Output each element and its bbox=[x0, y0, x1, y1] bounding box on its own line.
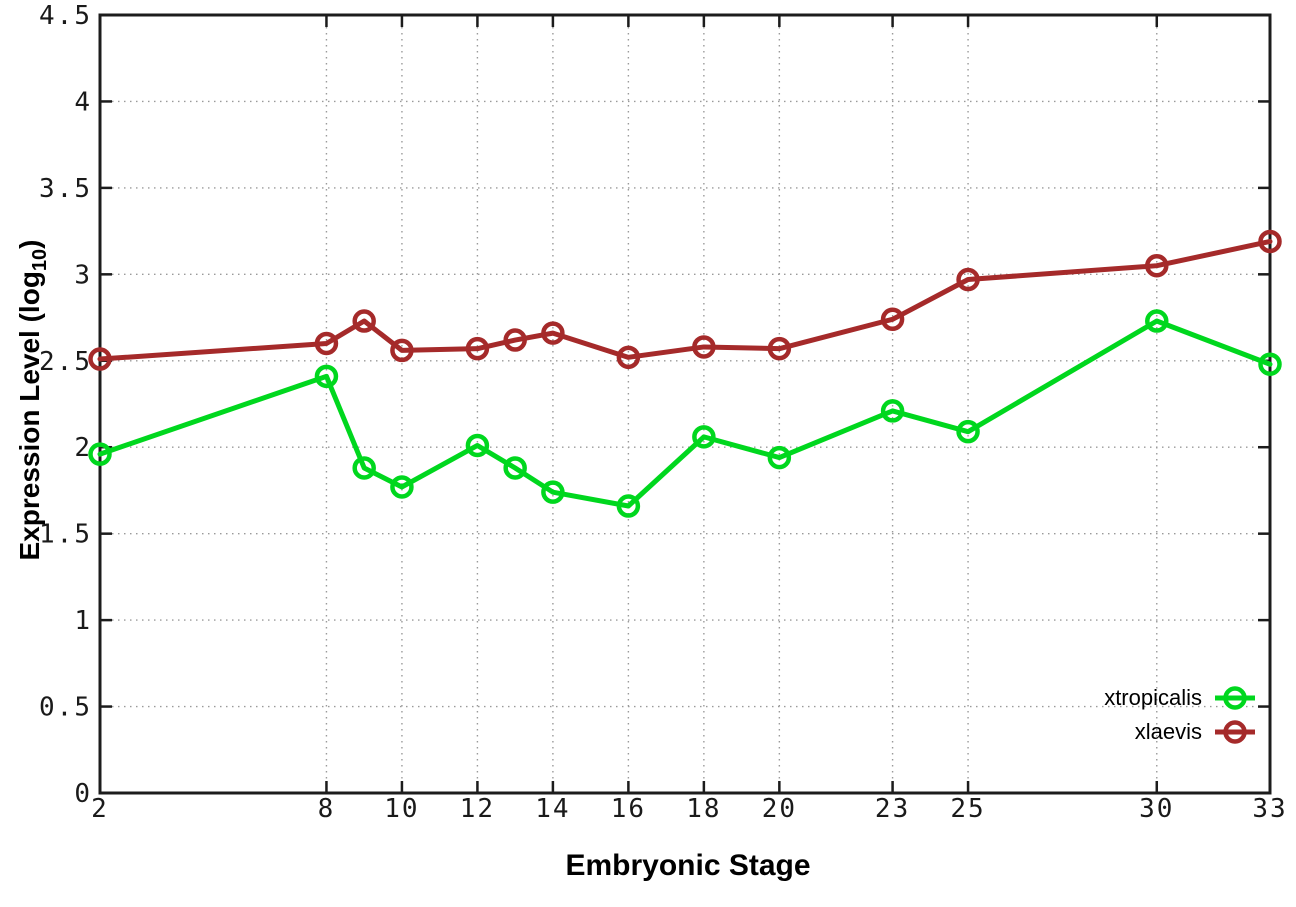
legend-entry-xtropicalis: xtropicalis bbox=[1104, 682, 1258, 713]
data-point-marker-xlaevis bbox=[390, 338, 414, 363]
x-tick-label: 10 bbox=[384, 794, 419, 824]
data-point-marker-xtropicalis bbox=[88, 442, 112, 466]
x-tick-label: 14 bbox=[535, 794, 570, 824]
data-point-marker-xlaevis bbox=[616, 345, 641, 370]
y-axis-title-suffix: ) bbox=[14, 239, 46, 249]
data-point-marker-xlaevis bbox=[880, 307, 905, 332]
legend-entry-xlaevis: xlaevis bbox=[1135, 716, 1258, 747]
y-tick-label: 2 bbox=[74, 433, 92, 463]
data-point-marker-xtropicalis bbox=[692, 425, 716, 449]
y-tick-label: 1.5 bbox=[39, 520, 92, 550]
x-axis-title: Embryonic Stage bbox=[565, 849, 811, 882]
data-point-marker-xtropicalis bbox=[1145, 309, 1169, 333]
y-axis-title-subscript: 10 bbox=[28, 248, 51, 272]
y-axis-title-text: Expression Level (log bbox=[14, 271, 46, 561]
legend-label-xtropicalis: xtropicalis bbox=[1104, 684, 1202, 710]
data-point-marker-xtropicalis bbox=[1258, 352, 1282, 376]
x-tick-label: 23 bbox=[875, 794, 910, 824]
data-point-marker-xtropicalis bbox=[390, 475, 414, 499]
data-point-marker-xtropicalis bbox=[352, 456, 376, 480]
data-point-marker-xlaevis bbox=[1258, 229, 1282, 254]
series-line-xlaevis bbox=[97, 238, 1273, 362]
x-tick-label: 18 bbox=[686, 794, 721, 824]
data-point-marker-xlaevis bbox=[767, 336, 792, 361]
data-point-marker-xlaevis bbox=[465, 336, 490, 361]
legend-sample-icon-xtropicalis bbox=[1215, 685, 1255, 710]
data-point-marker-xtropicalis bbox=[880, 399, 905, 423]
legend: xtropicalis xlaevis bbox=[1104, 682, 1258, 747]
legend-sample-icon-xlaevis bbox=[1215, 719, 1255, 744]
data-point-marker-xtropicalis bbox=[767, 445, 792, 470]
data-point-marker-xlaevis bbox=[88, 347, 112, 371]
y-tick-label: 2.5 bbox=[39, 347, 92, 377]
series-line-xtropicalis bbox=[97, 318, 1273, 509]
plot-border bbox=[98, 13, 1272, 795]
x-tick-label: 25 bbox=[950, 794, 985, 824]
x-tick-label: 2 bbox=[91, 794, 109, 824]
y-tick-label: 0.5 bbox=[39, 693, 92, 723]
data-point-marker-xlaevis bbox=[1145, 253, 1169, 278]
data-point-marker-xlaevis bbox=[352, 309, 376, 333]
data-point-marker-xlaevis bbox=[503, 328, 527, 352]
x-tick-label: 33 bbox=[1252, 794, 1287, 824]
data-point-marker-xlaevis bbox=[692, 335, 716, 359]
legend-label-xlaevis: xlaevis bbox=[1134, 718, 1202, 744]
x-tick-label: 8 bbox=[318, 794, 336, 824]
y-axis-title: Expression Level (log10) bbox=[14, 240, 52, 561]
data-point-marker-xtropicalis bbox=[616, 494, 641, 518]
x-tick-label: 20 bbox=[762, 794, 797, 824]
data-point-marker-xtropicalis bbox=[503, 456, 527, 480]
y-tick-label: 3 bbox=[74, 260, 92, 290]
y-tick-label: 0 bbox=[74, 779, 92, 809]
y-tick-label: 4.5 bbox=[39, 1, 92, 31]
x-tick-label: 16 bbox=[611, 794, 646, 824]
data-point-marker-xlaevis bbox=[956, 267, 980, 292]
y-tick-label: 1 bbox=[74, 606, 92, 636]
data-point-marker-xtropicalis bbox=[541, 480, 565, 504]
data-point-marker-xlaevis bbox=[541, 321, 565, 345]
data-point-marker-xtropicalis bbox=[956, 419, 980, 444]
data-point-marker-xtropicalis bbox=[465, 433, 490, 458]
x-tick-label: 12 bbox=[460, 794, 495, 824]
y-tick-label: 3.5 bbox=[39, 174, 92, 204]
y-tick-label: 4 bbox=[74, 87, 92, 117]
x-tick-label: 30 bbox=[1139, 794, 1174, 824]
data-point-marker-xlaevis bbox=[314, 331, 339, 356]
data-point-marker-xtropicalis bbox=[314, 364, 339, 389]
